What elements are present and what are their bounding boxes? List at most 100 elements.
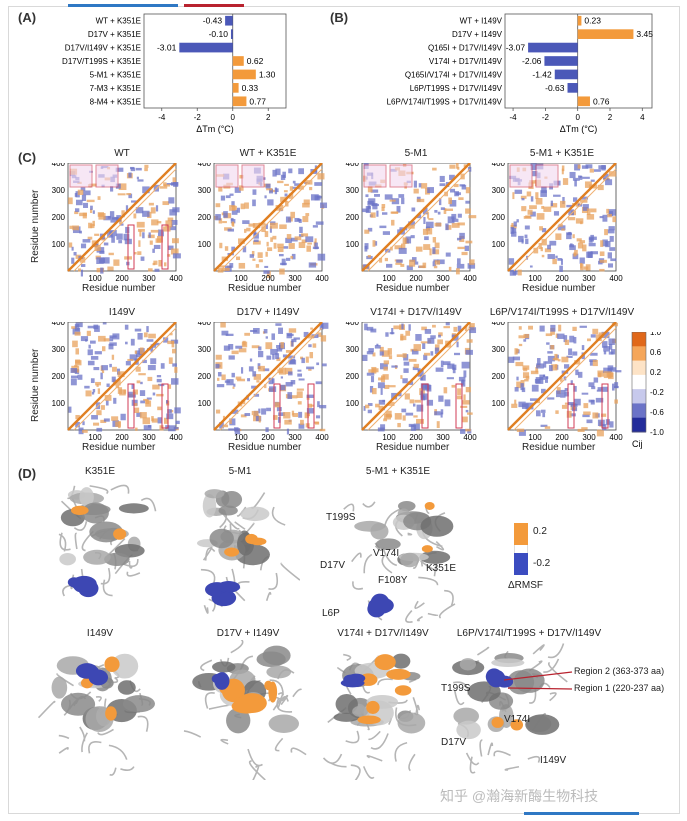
correlation-patch: [278, 367, 287, 375]
correlation-patch: [289, 186, 293, 191]
correlation-patch: [382, 231, 390, 235]
surface-patch: [218, 505, 238, 516]
surface-patch: [122, 695, 155, 713]
correlation-patch: [297, 373, 303, 377]
correlation-patch: [131, 200, 138, 203]
correlation-patch: [103, 257, 110, 264]
correlation-patch: [77, 374, 83, 380]
correlation-patch: [397, 392, 402, 397]
contact-map: 100 100 200 200 300 300 400 400: [346, 163, 477, 283]
correlation-patch: [607, 252, 612, 259]
correlation-patch: [163, 184, 170, 187]
correlation-patch: [432, 167, 437, 171]
correlation-patch: [168, 357, 173, 364]
correlation-patch: [608, 171, 617, 177]
correlation-patch: [172, 207, 180, 213]
correlation-patch: [261, 226, 266, 233]
correlation-patch: [265, 183, 271, 189]
cartoon-loop: [234, 521, 246, 530]
correlation-patch: [227, 228, 235, 232]
correlation-patch: [541, 205, 545, 209]
correlation-patch: [521, 206, 527, 212]
correlation-patch: [601, 331, 610, 339]
cartoon-loop: [418, 576, 439, 586]
correlation-patch: [370, 328, 377, 333]
value-label: -0.43: [203, 16, 223, 26]
correlation-patch: [219, 242, 223, 249]
correlation-patch: [153, 244, 161, 249]
correlation-patch: [116, 233, 123, 240]
x-tick-label: 300: [582, 274, 596, 283]
correlation-patch: [508, 258, 515, 265]
correlation-patch: [368, 369, 375, 373]
correlation-patch: [366, 255, 373, 260]
correlation-patch: [416, 198, 425, 203]
correlation-patch: [547, 254, 555, 259]
bar: [577, 29, 634, 39]
correlation-patch: [305, 213, 310, 217]
correlation-patch: [267, 247, 273, 252]
correlation-patch: [607, 263, 614, 268]
x-tick-label: 400: [169, 274, 183, 283]
correlation-patch: [87, 349, 93, 356]
correlation-patch: [539, 374, 546, 380]
correlation-patch: [320, 202, 328, 209]
correlation-patch: [165, 220, 173, 228]
correlation-patch: [102, 322, 107, 325]
rmsf-legend-tick-high: 0.2: [533, 526, 547, 537]
cartoon-loop: [89, 485, 109, 495]
correlation-patch: [98, 213, 106, 220]
correlation-patch: [402, 353, 407, 358]
correlation-patch: [294, 183, 300, 186]
highlight-box: [535, 164, 559, 188]
correlation-patch: [599, 216, 604, 219]
correlation-patch: [253, 374, 262, 380]
correlation-patch: [103, 215, 111, 221]
correlation-patch: [118, 421, 121, 429]
correlation-patch: [276, 357, 281, 362]
correlation-patch: [525, 375, 530, 380]
correlation-patch: [584, 181, 592, 188]
correlation-patch: [382, 399, 386, 402]
y-tick-label: 200: [346, 213, 360, 222]
cartoon-loop: [427, 612, 439, 617]
correlation-patch: [405, 330, 411, 336]
correlation-patch: [115, 421, 121, 427]
correlation-patch: [561, 404, 568, 409]
correlation-patch: [239, 185, 244, 191]
x-tick-label: 300: [288, 433, 302, 442]
correlation-patch: [367, 409, 372, 414]
correlation-patch: [413, 188, 419, 194]
correlation-patch: [367, 227, 373, 232]
correlation-patch: [573, 336, 577, 344]
correlation-patch: [463, 164, 467, 168]
correlation-patch: [172, 253, 181, 259]
correlation-patch: [279, 224, 287, 229]
correlation-patch: [541, 254, 545, 258]
correlation-patch: [597, 370, 605, 377]
correlation-patch: [420, 376, 423, 381]
correlation-patch: [442, 361, 451, 366]
correlation-patch: [372, 352, 376, 357]
correlation-patch: [172, 348, 176, 354]
y-tick-label: 200: [492, 213, 506, 222]
correlation-patch: [459, 184, 466, 187]
correlation-patch: [159, 425, 164, 431]
correlation-patch: [396, 205, 401, 213]
correlation-patch: [87, 325, 95, 329]
correlation-patch: [366, 326, 374, 331]
correlation-patch: [521, 239, 524, 244]
correlation-patch: [377, 382, 385, 389]
correlation-patch: [70, 375, 78, 379]
correlation-patch: [381, 350, 390, 357]
correlation-patch: [138, 373, 146, 376]
y-tick-label: 100: [492, 240, 506, 249]
correlation-patch: [372, 203, 378, 210]
correlation-patch: [263, 368, 270, 372]
blue-region: [219, 591, 233, 605]
correlation-colorbar: 1.0 0.6 0.2 -0.2 -0.6 -1.0 Cij: [631, 332, 664, 449]
structure-title-k351e: K351E: [84, 466, 116, 477]
category-label: Q165I + D17V/I149V: [428, 44, 503, 53]
correlation-patch: [282, 171, 286, 178]
correlation-patch: [566, 232, 572, 240]
